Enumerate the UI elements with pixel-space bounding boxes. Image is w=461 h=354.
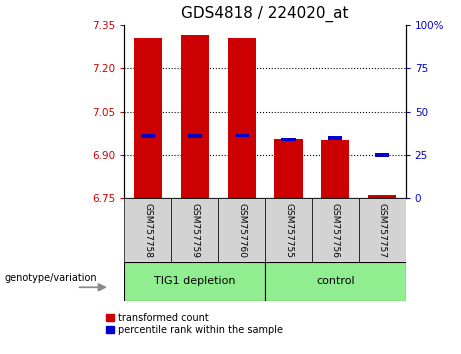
- Bar: [312, 198, 359, 262]
- Bar: [274, 139, 302, 198]
- Bar: [141, 134, 155, 138]
- Text: GSM757760: GSM757760: [237, 202, 246, 258]
- Text: GSM757756: GSM757756: [331, 202, 340, 258]
- Text: GSM757758: GSM757758: [143, 202, 153, 258]
- Title: GDS4818 / 224020_at: GDS4818 / 224020_at: [181, 6, 349, 22]
- Bar: [235, 133, 248, 137]
- Bar: [375, 153, 389, 157]
- Bar: [124, 198, 171, 262]
- Bar: [188, 134, 202, 138]
- Bar: [228, 38, 256, 198]
- Text: TIG1 depletion: TIG1 depletion: [154, 276, 236, 286]
- Text: control: control: [316, 276, 355, 286]
- Bar: [265, 198, 312, 262]
- Bar: [265, 262, 406, 301]
- Text: GSM757757: GSM757757: [378, 202, 387, 258]
- Bar: [181, 35, 209, 198]
- Legend: transformed count, percentile rank within the sample: transformed count, percentile rank withi…: [106, 313, 283, 335]
- Bar: [282, 138, 296, 142]
- Bar: [328, 137, 343, 140]
- Bar: [171, 198, 218, 262]
- Bar: [134, 38, 162, 198]
- Bar: [359, 198, 406, 262]
- Bar: [124, 262, 265, 301]
- Text: GSM757759: GSM757759: [190, 202, 199, 258]
- Bar: [218, 198, 265, 262]
- Text: GSM757755: GSM757755: [284, 202, 293, 258]
- Text: genotype/variation: genotype/variation: [5, 273, 97, 283]
- Bar: [368, 195, 396, 198]
- Bar: [321, 139, 349, 198]
